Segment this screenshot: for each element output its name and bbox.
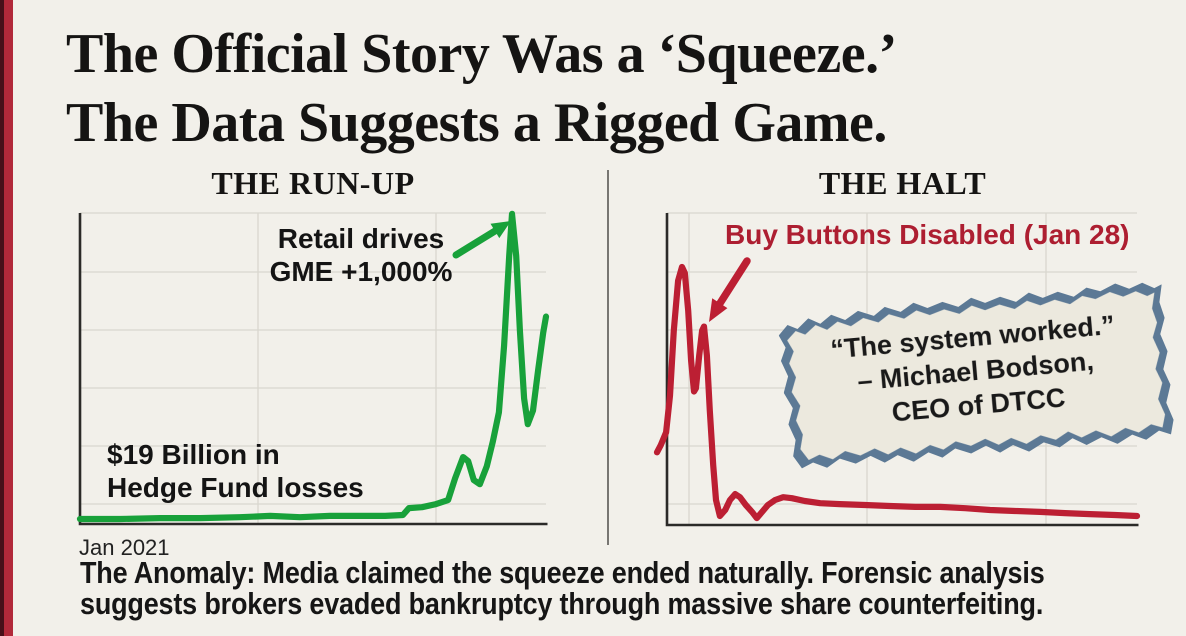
retail-annotation-line1: Retail drives xyxy=(277,223,445,254)
halt-line-series xyxy=(653,263,1141,522)
runup-x-axis-label: Jan 2021 xyxy=(79,535,170,560)
losses-annotation: $19 Billion in Hedge Fund losses xyxy=(107,438,364,504)
anomaly-caption-line2: suggests brokers evaded bankruptcy throu… xyxy=(80,586,1044,621)
halt-arrow-icon xyxy=(709,257,751,322)
runup-line-series xyxy=(76,210,550,523)
panel-divider xyxy=(607,170,609,545)
page-title-line1: The Official Story Was a ‘Squeeze.’ xyxy=(66,23,897,85)
losses-annotation-line2: Hedge Fund losses xyxy=(107,472,364,503)
retail-annotation: Retail drives GME +1,000% xyxy=(253,222,469,288)
page-title: The Official Story Was a ‘Squeeze.’ The … xyxy=(66,20,897,158)
anomaly-caption-line1: The Anomaly: Media claimed the squeeze e… xyxy=(80,555,1045,590)
retail-arrow-icon xyxy=(452,221,511,259)
runup-chart xyxy=(76,210,550,526)
left-accent-bar xyxy=(0,0,13,636)
halt-annotation: Buy Buttons Disabled (Jan 28) xyxy=(725,219,1130,250)
runup-chart-heading: THE RUN-UP xyxy=(211,165,415,201)
anomaly-caption: The Anomaly: Media claimed the squeeze e… xyxy=(80,557,1045,619)
retail-annotation-line2: GME +1,000% xyxy=(269,256,453,287)
losses-annotation-line1: $19 Billion in xyxy=(107,439,280,470)
page-title-line2: The Data Suggests a Rigged Game. xyxy=(66,92,887,154)
halt-chart-heading: THE HALT xyxy=(818,165,987,201)
